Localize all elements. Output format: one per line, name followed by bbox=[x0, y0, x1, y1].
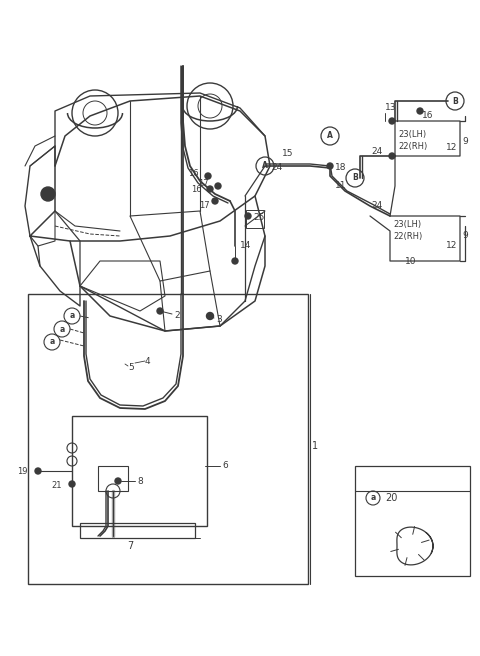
Circle shape bbox=[115, 478, 121, 484]
Bar bbox=[355, 466, 470, 576]
Text: 16: 16 bbox=[422, 112, 433, 121]
Text: 15: 15 bbox=[282, 150, 293, 159]
Text: 13: 13 bbox=[385, 104, 396, 112]
Text: 12: 12 bbox=[445, 241, 457, 251]
Text: a: a bbox=[70, 312, 74, 321]
Text: 6: 6 bbox=[222, 462, 228, 470]
Text: 16: 16 bbox=[192, 186, 202, 194]
Text: 17: 17 bbox=[199, 201, 210, 211]
Text: 21: 21 bbox=[51, 482, 62, 491]
Circle shape bbox=[41, 187, 55, 201]
Text: 14: 14 bbox=[240, 241, 252, 251]
Circle shape bbox=[215, 183, 221, 189]
Text: 8: 8 bbox=[137, 476, 143, 485]
Bar bbox=[98, 466, 128, 491]
Bar bbox=[28, 294, 308, 584]
Text: 23(LH): 23(LH) bbox=[398, 129, 426, 138]
Text: A: A bbox=[327, 131, 333, 140]
Circle shape bbox=[417, 108, 423, 114]
Circle shape bbox=[245, 213, 251, 219]
Circle shape bbox=[157, 308, 163, 314]
Text: a: a bbox=[60, 325, 65, 333]
Circle shape bbox=[206, 312, 214, 319]
Circle shape bbox=[205, 173, 211, 179]
Text: 9: 9 bbox=[462, 232, 468, 241]
Text: 19: 19 bbox=[17, 466, 28, 476]
Text: 22(RH): 22(RH) bbox=[398, 142, 427, 150]
Circle shape bbox=[327, 163, 333, 169]
Text: 25: 25 bbox=[253, 213, 264, 222]
Text: 11: 11 bbox=[335, 182, 347, 190]
Circle shape bbox=[232, 258, 238, 264]
Text: B: B bbox=[452, 96, 458, 106]
Text: 22(RH): 22(RH) bbox=[393, 232, 422, 241]
Circle shape bbox=[35, 468, 41, 474]
Text: 10: 10 bbox=[405, 258, 417, 266]
Text: 16: 16 bbox=[188, 169, 199, 178]
Circle shape bbox=[389, 153, 395, 159]
Bar bbox=[246, 210, 264, 228]
Circle shape bbox=[389, 118, 395, 124]
Text: 18: 18 bbox=[335, 163, 347, 173]
Text: 20: 20 bbox=[385, 493, 397, 503]
Text: 7: 7 bbox=[127, 541, 133, 551]
Text: 17: 17 bbox=[198, 178, 209, 188]
Text: B: B bbox=[352, 173, 358, 182]
Bar bbox=[72, 416, 207, 526]
Text: 24: 24 bbox=[371, 201, 382, 211]
Text: 2: 2 bbox=[174, 312, 180, 321]
Text: A: A bbox=[262, 161, 268, 171]
Text: 23(LH): 23(LH) bbox=[393, 220, 421, 228]
Text: 24: 24 bbox=[271, 163, 282, 173]
Bar bbox=[80, 523, 195, 538]
Text: a: a bbox=[49, 337, 55, 346]
Text: 4: 4 bbox=[145, 356, 151, 365]
Text: 3: 3 bbox=[216, 316, 222, 325]
Text: 5: 5 bbox=[128, 363, 134, 373]
Circle shape bbox=[69, 481, 75, 487]
Text: 9: 9 bbox=[462, 136, 468, 146]
Circle shape bbox=[212, 198, 218, 204]
Circle shape bbox=[207, 186, 213, 192]
Text: 12: 12 bbox=[445, 144, 457, 152]
Text: 24: 24 bbox=[371, 146, 382, 155]
Text: a: a bbox=[371, 493, 376, 502]
Text: 1: 1 bbox=[312, 441, 318, 451]
